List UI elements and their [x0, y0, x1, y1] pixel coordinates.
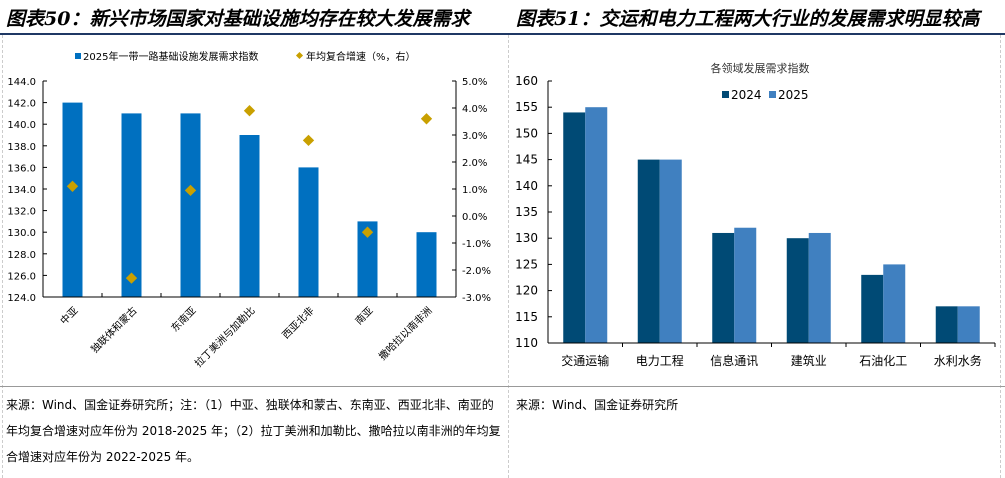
y2-tick-label: 1.0% [462, 185, 487, 196]
y2-tick-label: 4.0% [462, 104, 487, 115]
x-tick-label: 西亚北非 [280, 305, 317, 342]
bar [416, 232, 437, 297]
bar [239, 135, 260, 297]
y-tick-label: 155 [515, 100, 538, 114]
y-tick-label: 144.0 [7, 77, 36, 88]
y2-tick-label: -3.0% [462, 293, 491, 304]
legend-marker-swatch [295, 51, 304, 60]
growth-marker [302, 134, 315, 147]
y-tick-label: 130.0 [7, 228, 36, 239]
y2-tick-label: -2.0% [462, 266, 491, 277]
bar-2025 [734, 227, 757, 343]
bar [357, 221, 378, 297]
legend-label: 2024 [731, 88, 762, 102]
x-tick-label: 电力工程 [636, 353, 684, 368]
y-tick-label: 130 [515, 231, 538, 245]
growth-marker [420, 113, 433, 125]
y-tick-label: 138.0 [7, 142, 36, 153]
growth-marker [361, 226, 374, 238]
x-tick-label: 水利水务 [934, 353, 982, 368]
y-tick-label: 128.0 [7, 250, 36, 261]
bar-2024 [861, 274, 884, 343]
y-tick-label: 132.0 [7, 207, 36, 218]
y2-tick-label: 3.0% [462, 131, 487, 142]
bar-2025 [585, 107, 608, 343]
y-tick-label: 140.0 [7, 120, 36, 131]
bar-2025 [883, 264, 906, 343]
bar-2024 [935, 306, 958, 343]
bar [121, 113, 142, 298]
legend-bar-swatch [75, 53, 81, 59]
growth-marker [184, 184, 197, 197]
right-source-note: 来源：Wind、国金证券研究所 [516, 398, 679, 412]
legend-swatch [769, 91, 776, 98]
y-tick-label: 110 [515, 336, 538, 350]
header-divider [0, 33, 1005, 35]
panel-divider [508, 35, 509, 478]
left-chart: 144.0 142.0 140.0 138.0 136.0 134.0 132.0 130.0… [7, 50, 491, 370]
legend-label: 2025 [778, 88, 809, 102]
y-tick-label: 120 [515, 284, 538, 298]
x-tick-label: 南亚 [352, 304, 375, 327]
y-tick-label: 136.0 [7, 163, 36, 174]
growth-marker [243, 105, 256, 117]
source-divider [0, 386, 1005, 387]
x-tick-label: 信息通讯 [710, 353, 758, 368]
y2-tick-label: 2.0% [462, 158, 487, 169]
x-tick-label: 交通运输 [561, 353, 609, 368]
y-tick-label: 140 [515, 179, 538, 193]
y-tick-label: 160 [515, 74, 538, 88]
left-chart-title: 图表50：新兴市场国家对基础设施均存在较大发展需求 [6, 8, 470, 30]
bar-2024 [637, 159, 660, 343]
bar-2024 [786, 238, 809, 343]
x-tick-label: 独联体和蒙古 [88, 304, 140, 356]
y-tick-label: 125 [515, 257, 538, 271]
legend-swatch [722, 91, 729, 98]
bar-2025 [808, 232, 831, 343]
y2-tick-label: 5.0% [462, 77, 487, 88]
bar-2024 [712, 232, 735, 343]
bar [62, 102, 83, 297]
y-tick-label: 135 [515, 205, 538, 219]
y-tick-label: 126.0 [7, 271, 36, 282]
y-tick-label: 115 [515, 310, 538, 324]
bar-2024 [563, 112, 586, 343]
legend-bar-label: 2025年一带一路基础设施发展需求指数 [83, 50, 258, 63]
bar-2025 [957, 306, 980, 343]
y-tick-label: 134.0 [7, 185, 36, 196]
y-tick-label: 145 [515, 153, 538, 167]
y-tick-label: 142.0 [7, 99, 36, 110]
y2-tick-label: 0.0% [462, 212, 487, 223]
x-tick-label: 东南亚 [168, 304, 198, 334]
right-chart-title: 图表51：交运和电力工程两大行业的发展需求明显较高 [516, 8, 980, 30]
x-tick-label: 拉丁美洲与加勒比 [192, 304, 258, 370]
x-tick-label: 建筑业 [791, 353, 827, 368]
left-source-note: 来源：Wind、国金证券研究所；注：（1）中亚、独联体和蒙古、东南亚、西亚北非、… [6, 398, 501, 464]
x-tick-label: 石油化工 [859, 354, 907, 368]
bar-2025 [659, 159, 682, 343]
x-tick-label: 撒哈拉以南非洲 [376, 304, 435, 363]
chart-title: 各领域发展需求指数 [711, 61, 810, 75]
divider [2, 35, 3, 478]
y-tick-label: 124.0 [7, 293, 36, 304]
right-chart: 各领域发展需求指数 160 155 150 145 140 135 130 125 120 115 1… [515, 61, 996, 368]
y2-tick-label: -1.0% [462, 239, 491, 250]
legend-marker-label: 年均复合增速（%，右） [306, 50, 416, 63]
divider [1000, 35, 1001, 478]
bar [180, 113, 201, 298]
bar [298, 167, 319, 297]
x-tick-label: 中亚 [57, 304, 80, 327]
y-tick-label: 150 [515, 126, 538, 140]
